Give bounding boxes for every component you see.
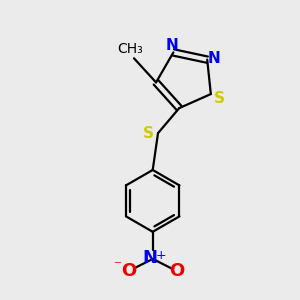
Text: N: N <box>166 38 178 53</box>
Text: N: N <box>143 249 158 267</box>
Text: S: S <box>143 126 154 141</box>
Text: N: N <box>207 51 220 66</box>
Text: ⁻: ⁻ <box>114 258 122 273</box>
Text: +: + <box>156 249 166 262</box>
Text: CH₃: CH₃ <box>118 42 143 56</box>
Text: O: O <box>169 262 184 280</box>
Text: S: S <box>214 91 225 106</box>
Text: O: O <box>121 262 136 280</box>
